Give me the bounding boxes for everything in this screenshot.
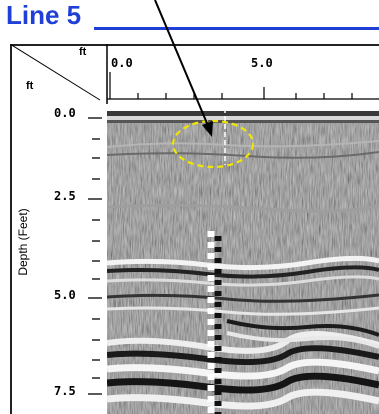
y-axis-label: Depth (Feet) <box>16 208 30 276</box>
corner-top-unit: ft <box>79 46 87 58</box>
x-tick-label-1: 5.0 <box>251 56 273 70</box>
y-tick-label-3: 7.5 <box>54 384 76 398</box>
gpr-radargram <box>107 111 379 414</box>
x-axis-ruler <box>107 72 379 100</box>
y-tick-label-2: 5.0 <box>54 288 76 302</box>
page-title: Line 5 <box>6 0 82 30</box>
y-axis-ruler <box>88 117 102 395</box>
corner-header <box>10 44 108 104</box>
y-tick-label-1: 2.5 <box>54 189 76 203</box>
x-tick-label-0: 0.0 <box>111 56 133 70</box>
corner-left-unit: ft <box>26 80 34 92</box>
title-underline <box>94 27 379 30</box>
y-tick-label-0: 0.0 <box>54 106 76 120</box>
